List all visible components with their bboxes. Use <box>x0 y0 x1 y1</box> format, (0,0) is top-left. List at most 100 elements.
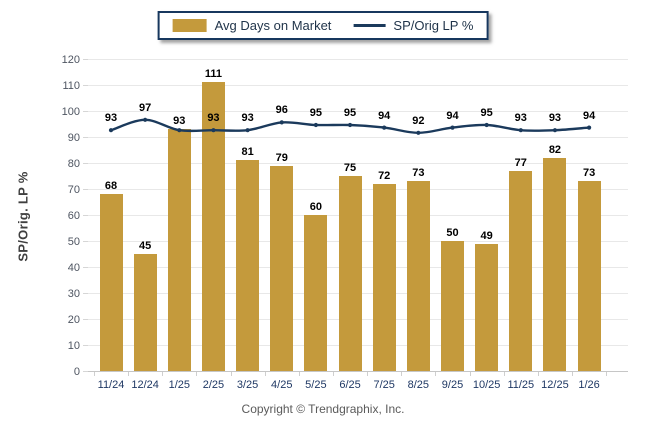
line-point-marker <box>518 128 523 133</box>
y-axis-tick <box>83 345 88 346</box>
x-tick-label: 9/25 <box>441 379 464 391</box>
bar <box>99 194 123 371</box>
legend: Avg Days on Market SP/Orig LP % <box>157 11 489 40</box>
bar <box>543 157 567 371</box>
line-value-label: 93 <box>104 112 118 125</box>
y-tick-label: 40 <box>67 261 80 274</box>
x-axis-tick <box>435 372 437 376</box>
y-tick-label: 20 <box>67 313 80 326</box>
x-tick-label: 4/25 <box>271 379 293 391</box>
gridline <box>88 85 628 86</box>
x-tick-label: 7/25 <box>373 379 395 391</box>
bar-value-label: 82 <box>548 143 562 156</box>
x-axis-tick <box>264 372 266 376</box>
x-tick-label: 11/24 <box>97 379 125 391</box>
bar <box>133 254 157 371</box>
x-axis-tick <box>606 372 608 376</box>
line-point-marker <box>587 125 592 130</box>
y-axis-tick <box>83 293 88 294</box>
line-point-marker <box>143 117 148 122</box>
bar-value-label: 81 <box>241 146 254 159</box>
bar <box>406 181 430 371</box>
y-tick-label: 80 <box>67 157 80 170</box>
line-point-marker <box>382 125 387 130</box>
line-point-marker <box>108 128 114 133</box>
line-point-marker <box>313 122 318 128</box>
x-tick-label: 1/26 <box>578 379 600 391</box>
x-axis-tick <box>332 372 334 376</box>
bar-value-label: 79 <box>275 151 288 164</box>
x-axis-tick <box>537 372 539 376</box>
line-point-marker <box>484 122 489 128</box>
y-tick-label: 120 <box>61 53 80 66</box>
y-axis-tick <box>83 319 88 320</box>
line-value-label: 93 <box>548 112 562 125</box>
bar <box>304 215 328 371</box>
x-tick-label: 3/25 <box>236 379 259 391</box>
y-tick-label: 60 <box>67 209 80 222</box>
bar-value-label: 49 <box>480 229 493 242</box>
line-legend-swatch <box>353 24 386 27</box>
bar-value-label: 72 <box>378 169 391 182</box>
bar <box>509 170 533 371</box>
x-tick-label: 6/25 <box>339 379 361 391</box>
x-tick-label: 11/25 <box>507 379 535 391</box>
line-value-label: 93 <box>514 112 527 125</box>
y-tick-label: 100 <box>61 105 80 118</box>
x-axis-tick <box>162 372 164 376</box>
line-value-label: 95 <box>343 107 357 119</box>
y-tick-label: 10 <box>67 339 80 352</box>
x-tick-label: 12/25 <box>541 379 569 391</box>
y-axis-tick <box>83 85 88 86</box>
gridline <box>88 111 628 112</box>
x-tick-label: 12/24 <box>131 379 159 391</box>
gridline <box>88 137 628 138</box>
line-legend-label: SP/Orig LP % <box>393 18 474 33</box>
y-axis-tick <box>83 215 88 216</box>
y-axis-tick <box>83 59 88 60</box>
line-value-label: 94 <box>378 109 391 122</box>
line-value-label: 96 <box>275 104 288 117</box>
line-value-label: 92 <box>412 114 425 127</box>
line-value-label: 94 <box>446 109 459 122</box>
x-axis-tick <box>367 372 369 376</box>
y-tick-label: 50 <box>67 235 80 248</box>
bar-legend-label: Avg Days on Market <box>214 18 332 33</box>
y-axis-tick-labels: 0 10 20 30 40 50 60 70 80 90 100 110 120 <box>0 54 80 378</box>
bar <box>577 181 601 371</box>
y-axis-tick <box>83 267 88 268</box>
line-point-marker <box>552 128 558 133</box>
bar <box>167 129 191 371</box>
x-axis-tick <box>196 372 198 376</box>
plot-area: 68 11/24 45 12/24 93 1/25 111 2/25 81 3/25 79 4/25 6… <box>83 59 628 391</box>
line-value-label: 93 <box>207 112 220 125</box>
bar <box>338 176 362 371</box>
line-point-marker <box>416 130 421 135</box>
x-axis-tick <box>128 372 130 376</box>
bar-value-label: 73 <box>582 167 596 180</box>
bar-value-label: 75 <box>343 162 357 174</box>
y-tick-label: 70 <box>67 183 80 196</box>
y-axis-tick <box>83 371 88 372</box>
x-axis-tick <box>93 372 95 376</box>
y-axis-tick <box>83 137 88 138</box>
y-axis-tick <box>83 111 88 112</box>
bar-value-label: 60 <box>309 201 323 213</box>
y-tick-label: 0 <box>73 365 80 378</box>
y-axis-tick <box>83 241 88 242</box>
bar-value-label: 50 <box>446 227 459 239</box>
x-axis-tick <box>230 372 232 376</box>
line-point-marker <box>450 125 455 130</box>
x-tick-label: 1/25 <box>168 379 191 391</box>
bar <box>201 82 225 371</box>
bar <box>270 165 294 371</box>
x-axis-tick <box>469 372 471 376</box>
line-value-label: 95 <box>480 107 493 119</box>
line-value-label: 94 <box>582 109 596 122</box>
line-point-marker <box>177 128 182 133</box>
line-point-marker <box>245 128 250 133</box>
bar <box>475 243 499 371</box>
bar-value-label: 111 <box>204 68 223 81</box>
bar-value-label: 77 <box>514 156 527 169</box>
